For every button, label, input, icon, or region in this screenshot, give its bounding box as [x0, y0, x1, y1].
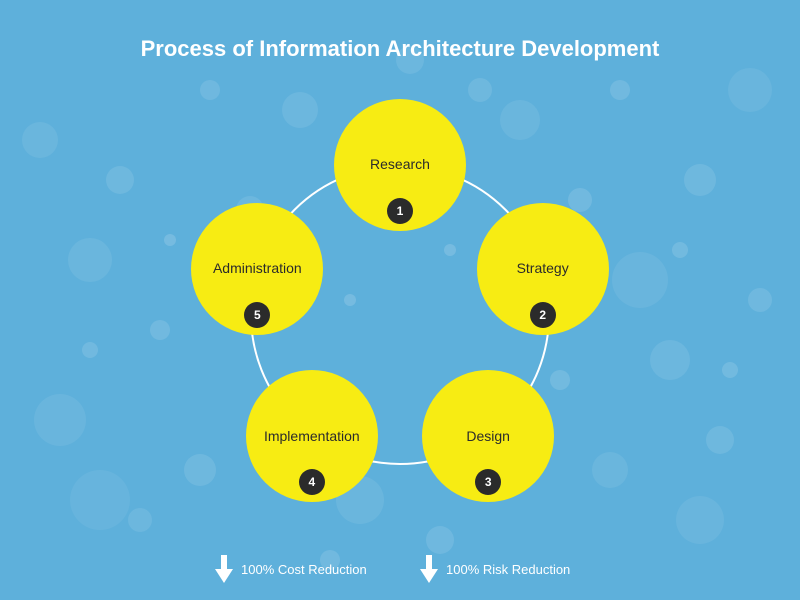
process-node-number-badge: 4: [299, 469, 325, 495]
bokeh-dot: [612, 252, 668, 308]
bokeh-dot: [500, 100, 540, 140]
arrow-down-icon: [215, 555, 233, 583]
bokeh-dot: [150, 320, 170, 340]
process-node-number-badge: 5: [244, 302, 270, 328]
bokeh-dot: [706, 426, 734, 454]
process-node-1: Research 1: [334, 99, 466, 231]
footer-metric-2: 100% Risk Reduction: [420, 555, 570, 583]
process-node-label: Design: [466, 429, 510, 444]
bokeh-dot: [282, 92, 318, 128]
process-node-5: Administration 5: [191, 203, 323, 335]
bokeh-dot: [184, 454, 216, 486]
process-node-label: Administration: [213, 261, 302, 276]
bokeh-dot: [550, 370, 570, 390]
process-node-label: Strategy: [517, 261, 569, 276]
process-node-number-badge: 2: [530, 302, 556, 328]
page-title: Process of Information Architecture Deve…: [0, 36, 800, 62]
bokeh-dot: [164, 234, 176, 246]
bokeh-dot: [748, 288, 772, 312]
bokeh-dot: [426, 526, 454, 554]
footer-metric-1: 100% Cost Reduction: [215, 555, 367, 583]
bokeh-dot: [672, 242, 688, 258]
bokeh-dot: [610, 80, 630, 100]
process-node-2: Strategy 2: [477, 203, 609, 335]
bokeh-dot: [68, 238, 112, 282]
bokeh-dot: [568, 188, 592, 212]
process-node-label: Research: [370, 157, 430, 172]
infographic-canvas: Process of Information Architecture Deve…: [0, 0, 800, 600]
bokeh-dot: [82, 342, 98, 358]
process-node-3: Design 3: [422, 370, 554, 502]
footer-metric-label: 100% Cost Reduction: [241, 562, 367, 577]
bokeh-dot: [128, 508, 152, 532]
process-node-label: Implementation: [264, 429, 360, 444]
bokeh-dot: [200, 80, 220, 100]
bokeh-dot: [684, 164, 716, 196]
bokeh-dot: [592, 452, 628, 488]
bokeh-dot: [70, 470, 130, 530]
process-node-number-badge: 3: [475, 469, 501, 495]
bokeh-dot: [676, 496, 724, 544]
footer-metric-label: 100% Risk Reduction: [446, 562, 570, 577]
bokeh-dot: [650, 340, 690, 380]
process-node-4: Implementation 4: [246, 370, 378, 502]
bokeh-dot: [22, 122, 58, 158]
bokeh-dot: [468, 78, 492, 102]
bokeh-dot: [34, 394, 86, 446]
bokeh-dot: [722, 362, 738, 378]
process-node-number-badge: 1: [387, 198, 413, 224]
arrow-down-icon: [420, 555, 438, 583]
bokeh-dot: [106, 166, 134, 194]
bokeh-dot: [728, 68, 772, 112]
